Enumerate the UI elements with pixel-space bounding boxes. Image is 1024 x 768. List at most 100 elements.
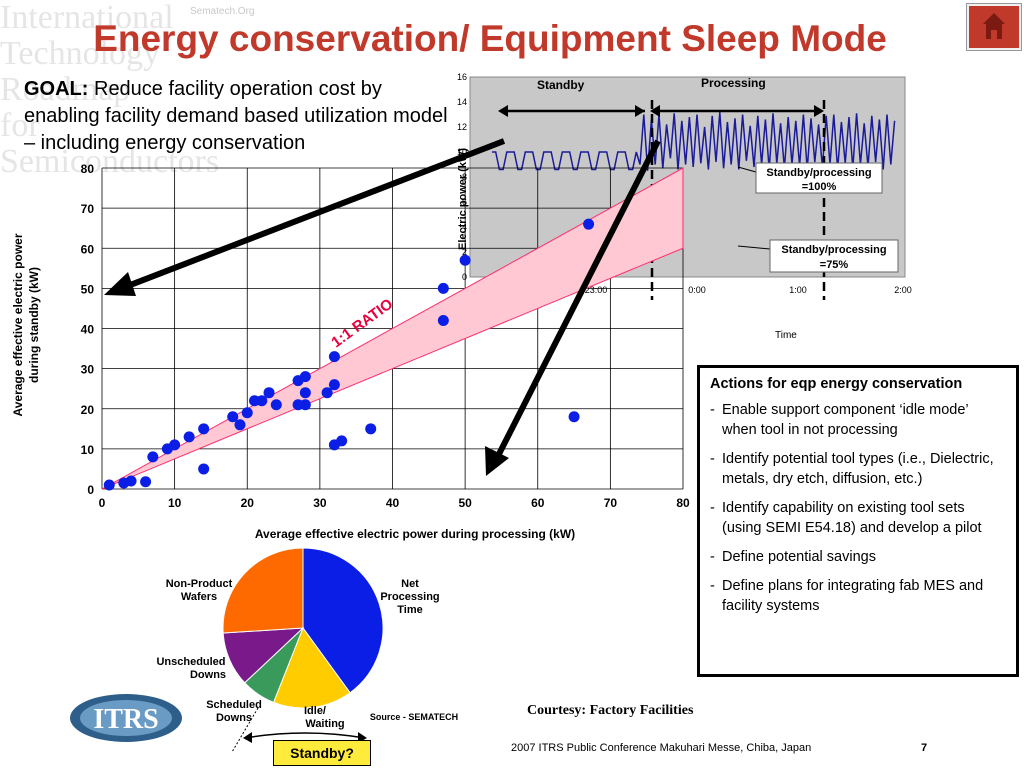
scatter-ylabel-1: Average effective electric power <box>11 233 25 416</box>
scatter-ytick-label: 10 <box>81 443 95 457</box>
actions-title: Actions for eqp energy conservation <box>710 376 963 392</box>
power-ytick-label: 2 <box>462 247 467 257</box>
action-item: - Identify capability on existing tool se… <box>710 498 1006 538</box>
scatter-point <box>263 387 275 399</box>
action-item: - Define plans for integrating fab MES an… <box>710 576 1006 616</box>
pie-label-idle-2: Waiting <box>305 718 344 730</box>
power-ytick-label: 10 <box>457 147 467 157</box>
arrow-to-processing-axis-head <box>485 446 509 476</box>
scatter-ytick-label: 80 <box>81 162 95 176</box>
arrow-to-standby-axis-head <box>104 272 136 296</box>
goal-body: Reduce facility operation cost by enabli… <box>24 78 448 154</box>
action-item: - Define potential savings <box>710 549 876 565</box>
pie-slice <box>222 547 304 634</box>
scatter-xtick-label: 0 <box>99 496 106 510</box>
ratio100-box <box>755 162 883 194</box>
scatter-xtick-label: 10 <box>168 496 182 510</box>
pie-label-net-1: Net <box>401 578 419 590</box>
scatter-point <box>183 431 195 443</box>
pie-label-net-2: Processing <box>380 591 439 603</box>
scatter-point <box>270 399 282 411</box>
scatter-point <box>169 439 181 451</box>
scatter-point <box>365 423 377 435</box>
ratio75-line2: =75% <box>820 259 849 271</box>
power-xtick-label: 23:00 <box>585 285 608 295</box>
ratio100-leader <box>737 166 757 173</box>
action-text: Identify potential tool types (i.e., Die… <box>722 451 994 487</box>
scatter-point <box>459 254 471 266</box>
pie-label-nonprod-2: Wafers <box>181 591 217 603</box>
scatter-xtick-label: 20 <box>241 496 255 510</box>
scatter-ytick-label: 60 <box>81 242 95 256</box>
scatter-xtick-label: 30 <box>313 496 327 510</box>
bracket-dotted <box>231 707 259 753</box>
ratio100-line1: Standby/processing <box>766 167 871 179</box>
page-title: Energy conservation/ Equipment Sleep Mod… <box>93 18 887 59</box>
pie-label-sched-1: Scheduled <box>206 699 262 711</box>
scatter-point <box>147 451 159 463</box>
power-ytick-label: 16 <box>457 72 467 82</box>
bracket-arrow-left <box>243 732 252 743</box>
power-ytick-label: 12 <box>457 122 467 132</box>
action-text: Define plans for integrating fab MES and… <box>722 578 984 614</box>
scatter-point <box>437 314 449 326</box>
scatter-ytick-label: 30 <box>81 363 95 377</box>
processing-label: Processing <box>701 76 766 90</box>
pie-slice <box>272 626 351 709</box>
home-button[interactable] <box>967 4 1021 50</box>
pie-slice <box>302 547 384 694</box>
ratio100-line2: =100% <box>802 181 837 193</box>
scatter-xlabel: Average effective electric power during … <box>255 527 575 541</box>
ratio75-box <box>769 239 899 273</box>
scatter-point <box>241 407 253 419</box>
scatter-ytick-label: 0 <box>87 483 94 497</box>
scatter-point <box>321 387 333 399</box>
power-series-line <box>492 111 896 171</box>
scatter-point <box>583 218 595 230</box>
power-xlabel: Time <box>775 330 797 341</box>
scatter-point <box>328 351 340 363</box>
scatter-xtick-label: 50 <box>458 496 472 510</box>
scatter-point <box>227 411 239 423</box>
action-item: - Identify potential tool types (i.e., Di… <box>710 449 1006 489</box>
power-xtick-label: 2:00 <box>894 285 912 295</box>
scatter-xtick-label: 40 <box>386 496 400 510</box>
itrs-logo[interactable]: ITRS <box>68 692 184 744</box>
scatter-point <box>336 435 348 447</box>
pie-label-nonprod-1: Non-Product <box>166 578 233 590</box>
action-text: Define potential savings <box>722 549 876 565</box>
scatter-point <box>198 423 210 435</box>
watermark-line: Roadmap <box>0 71 131 108</box>
scatter-point <box>299 387 311 399</box>
scatter-xtick-label: 60 <box>531 496 545 510</box>
pie-label-idle-1: Idle/ <box>304 705 326 717</box>
pie-label-sched-2: Downs <box>216 712 252 724</box>
scatter-point <box>140 476 152 488</box>
standby-arrowhead-left <box>498 105 508 117</box>
scatter-point <box>125 475 137 487</box>
watermark-line: for <box>0 107 40 144</box>
action-text: Enable support component ‘idle mode’ whe… <box>722 402 969 438</box>
scatter-point <box>568 411 580 423</box>
power-xtick-label: 1:00 <box>789 285 807 295</box>
scatter-ytick-label: 70 <box>81 202 95 216</box>
scatter-point <box>234 419 246 431</box>
arrow-to-standby-axis <box>123 138 506 290</box>
standby-bracket <box>244 732 366 739</box>
page-number: 7 <box>921 742 928 754</box>
action-text: Identify capability on existing tool set… <box>722 500 982 536</box>
power-ytick-label: 14 <box>457 97 467 107</box>
standby-arrowhead-right <box>635 105 645 117</box>
power-ylabel: Electric power (kW) <box>457 148 469 250</box>
watermark-url: Sematech.Org <box>190 6 255 17</box>
arrow-to-processing-axis <box>494 139 661 460</box>
ratio75-leader <box>737 245 771 250</box>
scatter-point <box>198 463 210 475</box>
home-icon <box>983 13 1005 39</box>
watermark-line: International <box>0 0 174 36</box>
ratio75-line1: Standby/processing <box>781 244 886 256</box>
itrs-logo-text: ITRS <box>93 704 158 735</box>
watermark-line: Semiconductors <box>0 143 220 180</box>
